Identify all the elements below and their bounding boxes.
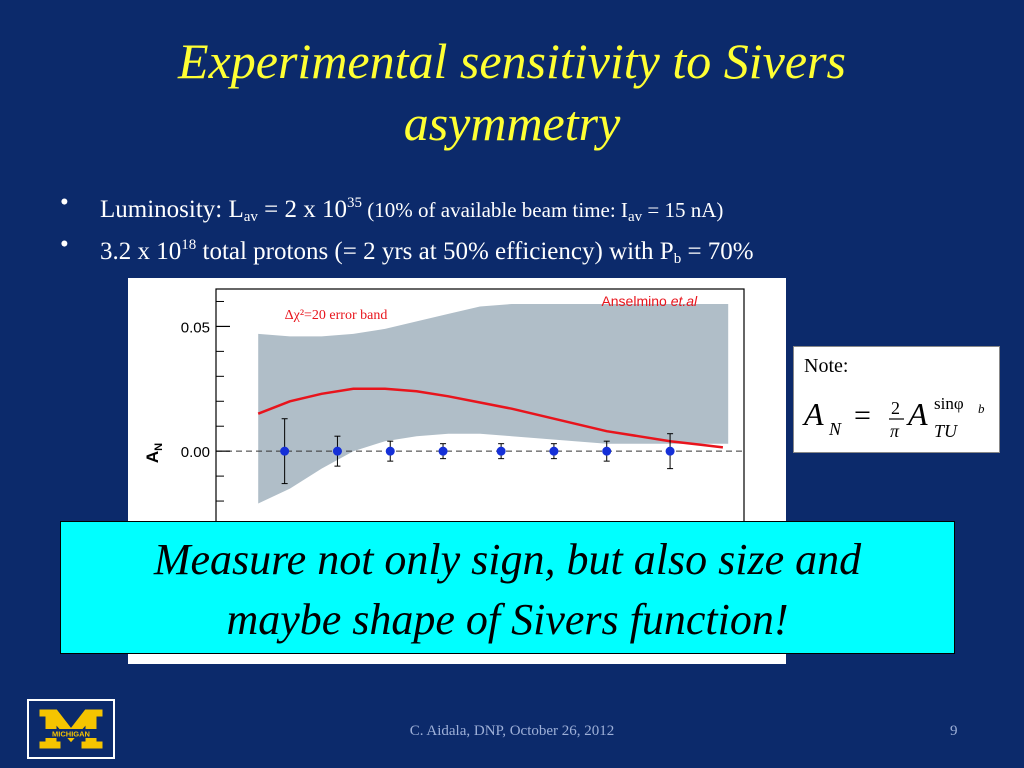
- superscript: 35: [347, 195, 363, 211]
- data-point: [280, 418, 290, 485]
- block-m-icon: MICHIGAN: [38, 708, 104, 750]
- formula-equals: =: [854, 399, 871, 432]
- formula-denominator: π: [890, 421, 900, 441]
- data-point-marker: [665, 446, 675, 456]
- y-tick-label: 0.05: [181, 319, 210, 336]
- superscript: 18: [181, 237, 197, 253]
- chart-svg: 0.05 0.00 Δχ²=20 error band Anselmino et.…: [143, 288, 745, 527]
- y-axis-label-sub: N: [153, 443, 165, 451]
- data-point: [602, 440, 612, 462]
- data-point-marker: [602, 446, 612, 456]
- callout-line-1: Measure not only sign, but also size and: [153, 535, 862, 584]
- source-name: Anselmino: [601, 293, 667, 309]
- formula-lhs-sub: N: [828, 419, 842, 439]
- formula-rhs-sup-sub: b: [978, 401, 985, 416]
- bullet-text-part: total protons (= 2 yrs at 50% efficiency…: [196, 238, 674, 265]
- formula-lhs: A: [802, 396, 824, 432]
- callout-line-2: maybe shape of Sivers function!: [226, 595, 789, 644]
- data-point: [332, 435, 342, 467]
- bullet-dot: •: [60, 189, 69, 216]
- y-tick-label: 0.00: [181, 444, 210, 461]
- bullet-text-part: = 70%: [681, 238, 754, 265]
- data-point: [665, 433, 675, 470]
- data-point: [549, 443, 559, 460]
- bullet-dot: •: [60, 231, 69, 258]
- data-point-marker: [496, 446, 506, 456]
- note-label: Note:: [804, 355, 849, 377]
- subscript: av: [627, 209, 643, 225]
- slide-title: Experimental sensitivity to Sivers asymm…: [0, 30, 1024, 154]
- logo-text: MICHIGAN: [52, 730, 90, 739]
- data-point-marker: [438, 446, 448, 456]
- bullet-text-part: Luminosity: L: [100, 196, 244, 223]
- bullet-text-part: 3.2 x 10: [100, 238, 182, 265]
- page-number: 9: [950, 723, 958, 739]
- bullet-text-part: = 2 x 10: [257, 196, 348, 223]
- title-line-1: Experimental sensitivity to Sivers: [178, 33, 846, 89]
- formula-rhs-sup: sinφ: [934, 394, 964, 413]
- subscript: b: [673, 251, 682, 267]
- bullet-text-part: (10% of available beam time: I: [362, 198, 628, 222]
- error-band-label: Δχ²=20 error band: [285, 308, 388, 323]
- bullet-text: Luminosity: Lav = 2 x 1035 (10% of avail…: [100, 186, 723, 234]
- data-point-marker: [332, 446, 342, 456]
- data-point: [496, 443, 506, 460]
- data-point-marker: [385, 446, 395, 456]
- sivers-formula: A N = 2 π A sinφ b TU: [802, 394, 985, 441]
- formula-rhs: A: [906, 396, 928, 432]
- bullet-text: 3.2 x 1018 total protons (= 2 yrs at 50%…: [100, 228, 754, 276]
- source-etal: et.al: [671, 293, 698, 309]
- formula-rhs-sub: TU: [934, 421, 958, 441]
- error-band: [258, 304, 729, 504]
- callout-box: Measure not only sign, but also size and…: [60, 521, 955, 654]
- data-point-marker: [549, 446, 559, 456]
- source-label: Anselmino et.al: [601, 293, 698, 309]
- subscript: av: [243, 209, 258, 225]
- y-axis-label: AN: [143, 443, 165, 463]
- sivers-curve: [257, 387, 724, 449]
- data-point: [438, 443, 448, 460]
- footer-text: C. Aidala, DNP, October 26, 2012: [409, 723, 615, 739]
- data-point-marker: [280, 446, 290, 456]
- data-point: [385, 440, 395, 462]
- bullet-text-part: = 15 nA): [642, 198, 724, 222]
- note-box: Note: A N = 2 π A sinφ b TU: [793, 346, 1000, 453]
- y-axis-label-main: A: [143, 451, 162, 463]
- title-line-2: asymmetry: [403, 95, 621, 151]
- formula-numerator: 2: [891, 398, 900, 418]
- michigan-logo: MICHIGAN: [27, 699, 115, 759]
